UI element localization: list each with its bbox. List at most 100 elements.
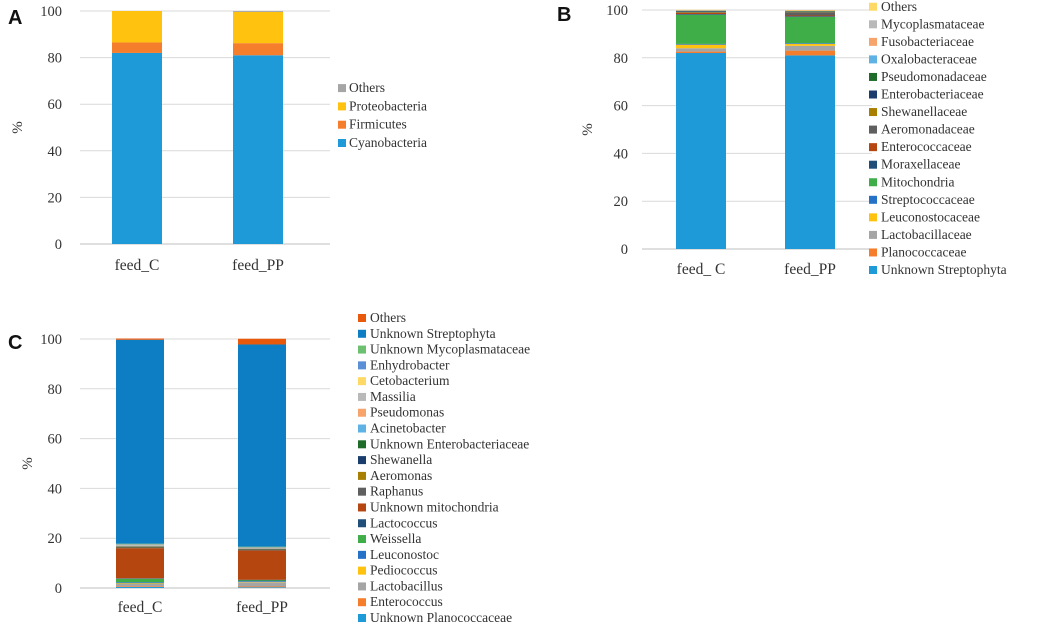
y-tick-label: 20 <box>48 531 63 547</box>
legend-label-aeromonas: Aeromonas <box>370 468 432 483</box>
bar-segment-raphanus <box>238 549 286 551</box>
legend-label-enterobacteriaceae: Enterobacteriaceae <box>881 87 984 102</box>
bar-segment-leuconostoc <box>238 581 286 582</box>
legend-label-unknown-mycoplasmataceae: Unknown Mycoplasmataceae <box>370 342 530 357</box>
x-category-label: feed_ C <box>677 261 726 278</box>
legend-swatch-pseudomonadaceae <box>869 72 877 81</box>
y-tick-label: 80 <box>48 382 63 398</box>
bar-segment-mitochondria <box>785 16 835 44</box>
y-tick-label: 100 <box>40 332 62 348</box>
bar-segment-shewanellaceae <box>785 11 835 13</box>
bar-segment-aeromonadaceae <box>676 12 726 13</box>
legend-swatch-enterococcus <box>358 598 366 607</box>
legend-label-firmicutes: Firmicutes <box>349 117 407 132</box>
legend-swatch-streptococcaceae <box>869 195 877 204</box>
y-axis-label: % <box>580 123 596 136</box>
legend-swatch-enterococcaceae <box>869 143 877 152</box>
x-category-label: feed_C <box>118 599 163 616</box>
bar-segment-unknown-mitochondria <box>116 548 164 579</box>
legend-swatch-acinetobacter <box>358 424 366 433</box>
legend-label-leuconostocaceae: Leuconostocaceae <box>881 209 980 224</box>
y-tick-label: 40 <box>614 146 629 162</box>
legend-label-cyanobacteria: Cyanobacteria <box>349 135 427 150</box>
legend-label-weissella: Weissella <box>370 531 421 546</box>
y-tick-label: 0 <box>55 581 62 597</box>
bar-segment-leuconostocaceae <box>676 44 726 49</box>
legend-label-shewanella: Shewanella <box>370 452 432 467</box>
legend-swatch-unknown-planococcaceae <box>358 614 366 622</box>
legend-swatch-mitochondria <box>869 178 877 187</box>
panel-letter-c: C <box>8 332 22 354</box>
bar-segment-enterococcus <box>238 586 286 588</box>
y-tick-label: 40 <box>48 481 63 497</box>
legend-label-lactobacillaceae: Lactobacillaceae <box>881 227 972 242</box>
legend-c: Unknown PlanococcaceaeEnterococcusLactob… <box>358 310 530 625</box>
legend-swatch-mycoplasmataceae <box>869 20 877 29</box>
legend-a: Cyanobacteria Firmicutes Proteobacteria Oth… <box>338 80 427 150</box>
bar-segment-unknown-planococcaceae <box>116 587 164 588</box>
legend-label-massilia: Massilia <box>370 389 416 404</box>
legend-swatch-unknown-streptophyta <box>358 329 366 338</box>
legend-swatch-others <box>869 2 877 11</box>
legend-swatch-unknown-mycoplasmataceae <box>358 345 366 354</box>
panel-a: A 0 20 40 60 80 100% feed_C feed_PP Cyanobacteria… <box>8 4 427 274</box>
bar-segment-others <box>116 338 164 340</box>
legend-swatch-fusobacteriaceae <box>869 37 877 46</box>
legend-swatch-others <box>338 84 346 93</box>
y-axis-label: % <box>10 121 26 134</box>
legend-swatch-pseudomonas <box>358 408 366 417</box>
y-tick-label: 100 <box>40 4 62 20</box>
bar-segment-planococcaceae <box>676 51 726 54</box>
y-tick-label: 60 <box>48 432 63 448</box>
bar-segment-others <box>676 9 726 11</box>
bar-segment-firmicutes <box>233 43 283 56</box>
legend-swatch-firmicutes <box>338 120 346 129</box>
legend-swatch-leuconostocaceae <box>869 213 877 222</box>
legend-swatch-shewanellaceae <box>869 108 877 117</box>
bar-segment-enterococcaceae <box>676 12 726 15</box>
bar-segment-shewanellaceae <box>676 11 726 13</box>
panel-b: B 0 20 40 60 80 100% feed_ C feed_PP Unknown Stre… <box>557 0 1007 278</box>
legend-label-streptococcaceae: Streptococcaceae <box>881 192 975 207</box>
y-tick-label: 40 <box>48 144 63 160</box>
legend-swatch-planococcaceae <box>869 248 877 257</box>
legend-label-unknown-planococcaceae: Unknown Planococcaceae <box>370 610 512 625</box>
bar-segment-others <box>785 10 835 11</box>
bar-segment-weissella <box>116 578 164 583</box>
legend-label-raphanus: Raphanus <box>370 484 423 499</box>
bar-segment-leuconostoc <box>116 582 164 584</box>
legend-swatch-shewanella <box>358 456 366 465</box>
bar-segment-unknown-mitochondria <box>238 550 286 580</box>
legend-swatch-massilia <box>358 392 366 401</box>
legend-swatch-lactobacillus <box>358 582 366 591</box>
legend-label-leuconostoc: Leuconostoc <box>370 547 439 562</box>
legend-swatch-lactococcus <box>358 519 366 528</box>
bar-segment-unknown-mycoplasmataceae <box>238 546 286 548</box>
legend-label-unknown-mitochondria: Unknown mitochondria <box>370 499 499 514</box>
x-category-label: feed_C <box>115 257 160 274</box>
legend-swatch-oxalobacteraceae <box>869 55 877 64</box>
bar-segment-moraxellaceae <box>785 16 835 17</box>
legend-swatch-weissella <box>358 535 366 544</box>
legend-label-mycoplasmataceae: Mycoplasmataceae <box>881 16 984 31</box>
legend-swatch-cetobacterium <box>358 377 366 386</box>
bar-segment-pseudomonas <box>116 545 164 547</box>
panel-c: C 0 20 40 60 80 100% feed_C feed_PP Unknown Plano… <box>8 310 530 625</box>
bar-segment-massilia <box>116 544 164 546</box>
y-tick-label: 20 <box>614 194 629 210</box>
legend-swatch-unknown-enterobacteriaceae <box>358 440 366 449</box>
legend-b: Unknown Streptophyta Planococcaceae Lactob… <box>869 0 1007 277</box>
bar-segment-others <box>238 338 286 345</box>
bar-segment-leuconostocaceae <box>785 43 835 46</box>
legend-swatch-unknown-streptophyta <box>869 266 877 274</box>
legend-label-pediococcus: Pediococcus <box>370 563 437 578</box>
legend-label-mitochondria: Mitochondria <box>881 174 955 189</box>
bar-segment-pediococcus <box>238 581 286 583</box>
legend-label-enterococcaceae: Enterococcaceae <box>881 139 972 154</box>
legend-label-acinetobacter: Acinetobacter <box>370 421 446 436</box>
y-axis-label: % <box>20 457 36 470</box>
bar-segment-lactobacillus <box>238 582 286 587</box>
legend-label-lactococcus: Lactococcus <box>370 515 437 530</box>
legend-swatch-others <box>358 313 366 322</box>
